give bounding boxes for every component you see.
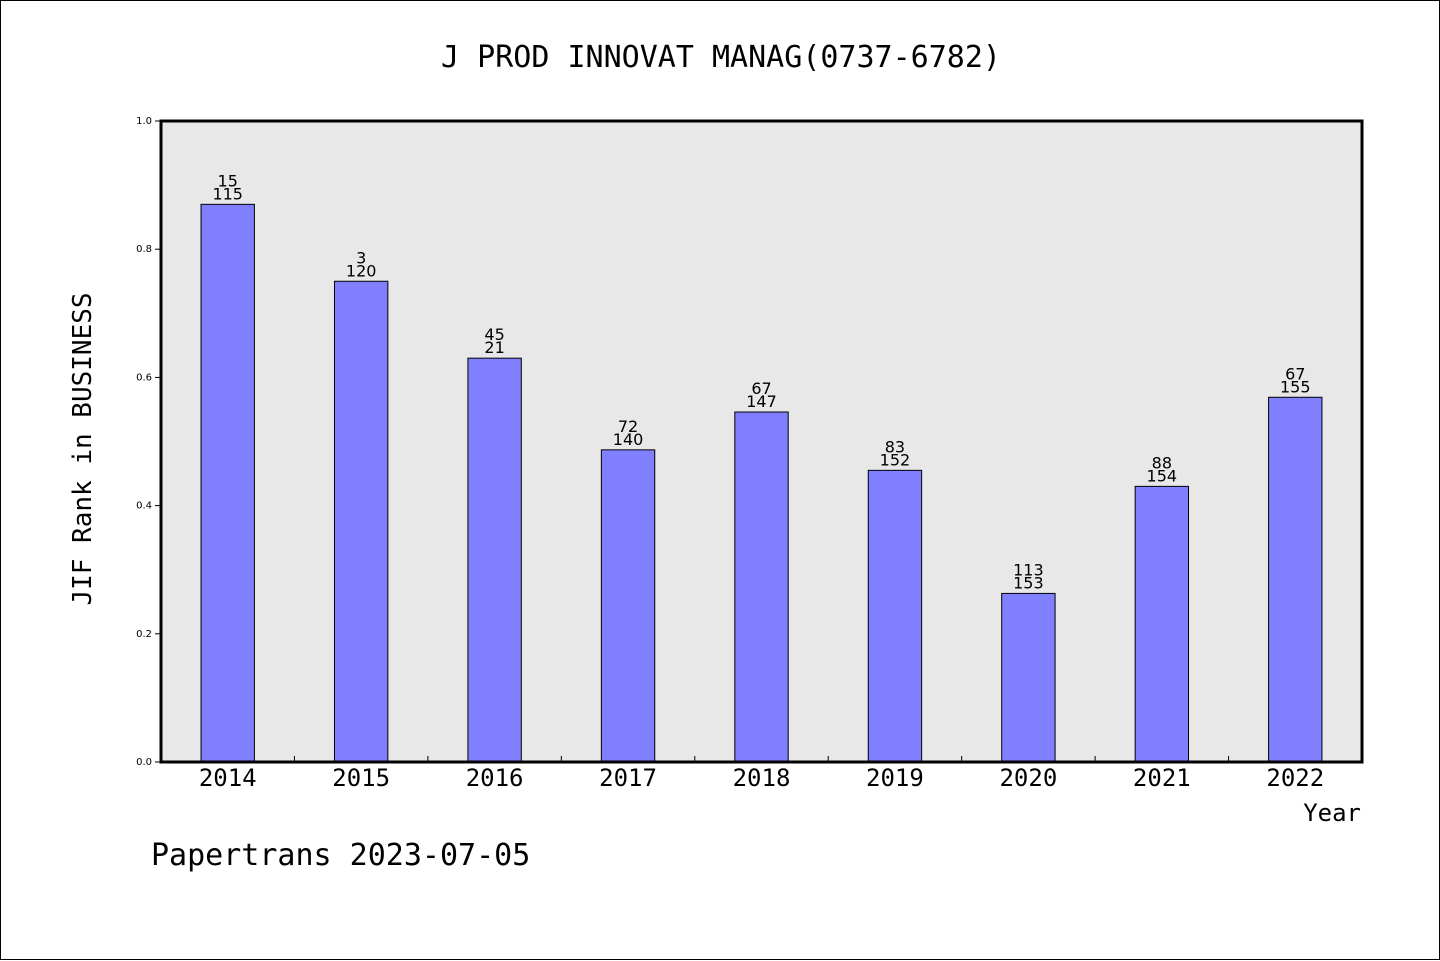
bar-label-top: 88 bbox=[1152, 453, 1172, 472]
bar-label-bottom: 21 bbox=[484, 338, 504, 357]
bar-label-bottom: 152 bbox=[880, 450, 911, 469]
bar-2021 bbox=[1134, 485, 1190, 763]
x-tick-label: 2015 bbox=[332, 764, 390, 792]
bar-2018 bbox=[734, 411, 789, 763]
bar-2019 bbox=[867, 469, 923, 763]
x-axis-label: Year bbox=[1303, 799, 1361, 827]
x-tick-label: 2018 bbox=[733, 764, 791, 792]
bar-label-top: 113 bbox=[1013, 560, 1044, 579]
y-tick-label: 0.6 bbox=[136, 372, 152, 383]
bar-label-bottom: 154 bbox=[1147, 466, 1178, 485]
bar-label-top: 83 bbox=[885, 437, 905, 456]
bar-label-bottom: 155 bbox=[1280, 377, 1311, 396]
x-tick-label: 2021 bbox=[1133, 764, 1191, 792]
y-tick-label: 0.2 bbox=[136, 629, 152, 640]
bar-label-top: 67 bbox=[751, 379, 771, 398]
bar-2015 bbox=[333, 280, 389, 763]
bar-label-top: 3 bbox=[356, 248, 366, 267]
bar-label-top: 67 bbox=[1285, 364, 1305, 383]
chart-title: J PROD INNOVAT MANAG(0737-6782) bbox=[441, 40, 1001, 75]
x-axis: 2014 2015 2016 2017 2018 2019 2020 2021 2022 bbox=[199, 756, 1324, 792]
x-tick-label: 2016 bbox=[466, 764, 524, 792]
bars bbox=[200, 203, 1323, 763]
bar-2017 bbox=[600, 449, 656, 763]
bar-labels: 1511531204521721406714783152113153881546… bbox=[212, 171, 1310, 592]
plot-border bbox=[159, 119, 1364, 764]
y-axis: 0.0 0.2 0.4 0.6 0.8 1.0 bbox=[136, 116, 161, 768]
footer-note: Papertrans 2023-07-05 bbox=[151, 838, 530, 873]
y-axis-label: JIF Rank in BUSINESS bbox=[68, 292, 98, 605]
x-tick-label: 2022 bbox=[1266, 764, 1324, 792]
x-tick-label: 2019 bbox=[866, 764, 924, 792]
y-tick-label: 1.0 bbox=[136, 116, 152, 127]
x-tick-label: 2014 bbox=[199, 764, 257, 792]
bar-label-bottom: 120 bbox=[346, 261, 377, 280]
bar-label-bottom: 140 bbox=[613, 430, 644, 449]
bar-label-top: 72 bbox=[618, 417, 638, 436]
bar-2022 bbox=[1268, 396, 1323, 763]
bar-2020 bbox=[1001, 592, 1056, 763]
x-tick-label: 2020 bbox=[999, 764, 1057, 792]
bar-2014 bbox=[200, 203, 255, 763]
y-tick-label: 0.0 bbox=[136, 757, 152, 768]
bar-label-top: 45 bbox=[484, 325, 504, 344]
y-tick-label: 0.8 bbox=[136, 244, 152, 255]
bar-label-bottom: 115 bbox=[212, 184, 243, 203]
x-tick-label: 2017 bbox=[599, 764, 657, 792]
bar-label-bottom: 147 bbox=[746, 392, 777, 411]
bar-label-top: 15 bbox=[218, 171, 238, 190]
bar-2016 bbox=[467, 357, 522, 763]
bar-label-bottom: 153 bbox=[1013, 573, 1044, 592]
y-tick-label: 0.4 bbox=[136, 501, 152, 512]
